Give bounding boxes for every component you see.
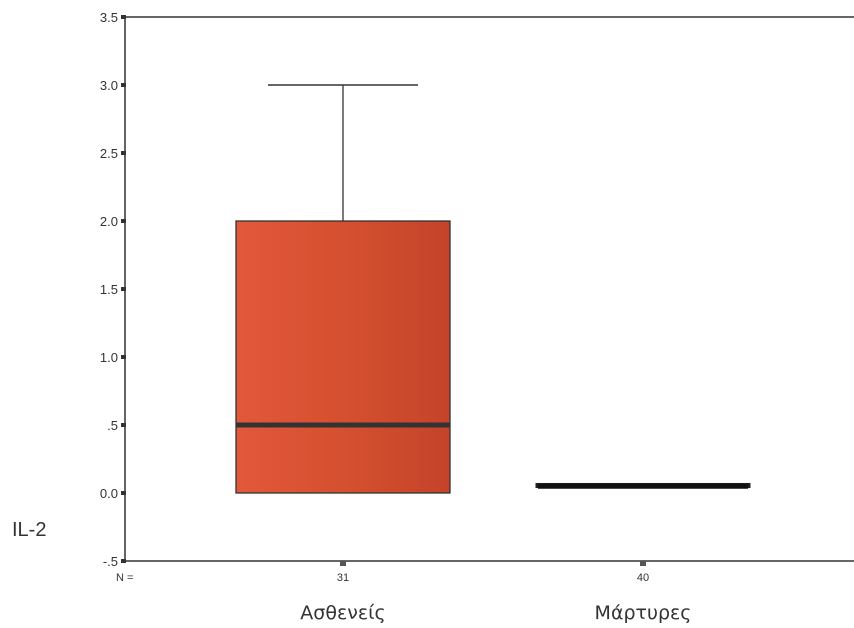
y-tick-mark bbox=[121, 83, 126, 87]
y-tick-label: 3.5 bbox=[100, 10, 118, 25]
y-tick-label: .5 bbox=[107, 418, 118, 433]
y-tick-label: 1.5 bbox=[100, 282, 118, 297]
iqr-box bbox=[235, 220, 451, 494]
y-tick-mark bbox=[121, 559, 126, 563]
n-prefix-label: N = bbox=[116, 572, 133, 584]
y-tick-label: 2.5 bbox=[100, 146, 118, 161]
y-axis-label: IL-2 bbox=[12, 519, 46, 541]
y-tick-label: 0.0 bbox=[100, 486, 118, 501]
y-tick-label: 1.0 bbox=[100, 350, 118, 365]
group-n-label: 40 bbox=[637, 572, 649, 584]
group-asthenies: 31 Ασθενείς bbox=[235, 84, 451, 624]
group-category-label: Ασθενείς bbox=[300, 602, 385, 624]
y-tick-label: -.5 bbox=[103, 554, 118, 569]
y-tick-mark bbox=[121, 491, 126, 495]
x-tick-mark bbox=[640, 561, 646, 566]
x-tick-mark bbox=[340, 561, 346, 566]
y-tick-mark bbox=[121, 15, 126, 19]
group-category-label: Μάρτυρες bbox=[595, 602, 692, 624]
y-axis-ticks: 3.5 3.0 2.5 2.0 1.5 1.0 .5 0.0 -.5 bbox=[100, 10, 126, 569]
group-n-label: 31 bbox=[337, 572, 349, 584]
y-tick-mark bbox=[121, 355, 126, 359]
y-tick-mark bbox=[121, 423, 126, 427]
y-tick-mark bbox=[121, 151, 126, 155]
y-tick-mark bbox=[121, 287, 126, 291]
y-tick-mark bbox=[121, 219, 126, 223]
y-tick-label: 2.0 bbox=[100, 214, 118, 229]
y-tick-label: 3.0 bbox=[100, 78, 118, 93]
group-martyres: 40 Μάρτυρες bbox=[535, 482, 751, 624]
